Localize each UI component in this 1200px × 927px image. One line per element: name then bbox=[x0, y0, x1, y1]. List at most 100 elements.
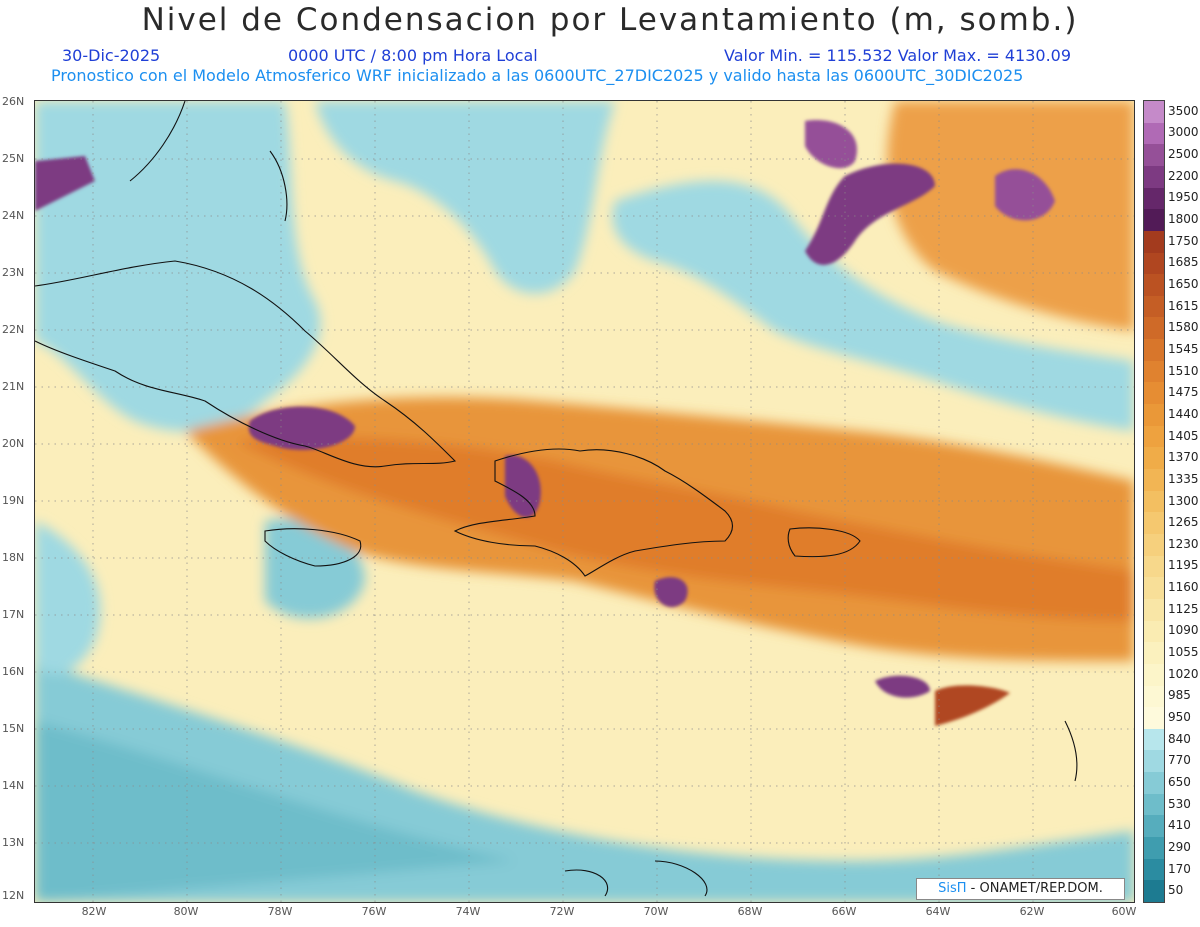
colorbar-segment bbox=[1144, 750, 1164, 773]
colorbar-label: 1195 bbox=[1168, 558, 1199, 573]
lat-label: 15N bbox=[2, 722, 25, 735]
lon-label: 70W bbox=[643, 905, 669, 918]
colorbar-segment bbox=[1144, 642, 1164, 665]
lon-label: 62W bbox=[1019, 905, 1045, 918]
colorbar-segment bbox=[1144, 209, 1164, 232]
lcl-field-map bbox=[35, 101, 1134, 902]
red-patch bbox=[935, 685, 1010, 726]
colorbar-segment bbox=[1144, 815, 1164, 838]
colorbar-label: 170 bbox=[1168, 861, 1191, 876]
colorbar-segment bbox=[1144, 425, 1164, 448]
colorbar-label: 530 bbox=[1168, 796, 1191, 811]
colorbar-segment bbox=[1144, 577, 1164, 600]
lon-label: 78W bbox=[267, 905, 293, 918]
colorbar-label: 1335 bbox=[1168, 471, 1199, 486]
colorbar-segment bbox=[1144, 772, 1164, 795]
southern-deep-moist bbox=[35, 721, 515, 902]
lat-label: 24N bbox=[2, 209, 25, 222]
lat-label: 22N bbox=[2, 323, 25, 336]
lat-label: 12N bbox=[2, 889, 25, 902]
purple-patch bbox=[248, 406, 355, 450]
colorbar-label: 1160 bbox=[1168, 580, 1199, 595]
colorbar-segment bbox=[1144, 555, 1164, 578]
western-moist-region bbox=[35, 101, 321, 432]
colorbar-segment bbox=[1144, 252, 1164, 275]
lat-label: 20N bbox=[2, 437, 25, 450]
florida-coast bbox=[129, 101, 186, 182]
colorbar-label: 1020 bbox=[1168, 666, 1199, 681]
colorbar-label: 3500 bbox=[1168, 103, 1199, 118]
colorbar-label: 1300 bbox=[1168, 493, 1199, 508]
colorbar-label: 1580 bbox=[1168, 320, 1199, 335]
coastlines bbox=[35, 101, 1078, 897]
bahamas-coast bbox=[269, 150, 288, 222]
colorbar-segment bbox=[1144, 490, 1164, 513]
colorbar-segment bbox=[1144, 317, 1164, 340]
purple-patch bbox=[805, 163, 935, 265]
colorbar-segment bbox=[1144, 404, 1164, 427]
colorbar-segment bbox=[1144, 663, 1164, 686]
purple-patch bbox=[35, 156, 95, 211]
lat-label: 17N bbox=[2, 608, 25, 621]
colorbar-label: 1055 bbox=[1168, 645, 1199, 660]
colorbar-segment bbox=[1144, 360, 1164, 383]
colorbar-segment bbox=[1144, 295, 1164, 318]
colorbar-label: 1950 bbox=[1168, 190, 1199, 205]
forecast-time: 0000 UTC / 8:00 pm Hora Local bbox=[288, 46, 538, 65]
colorbar-label: 1440 bbox=[1168, 406, 1199, 421]
lat-label: 26N bbox=[2, 95, 25, 108]
colorbar-segment bbox=[1144, 728, 1164, 751]
purple-patch bbox=[875, 675, 930, 698]
colorbar-segment bbox=[1144, 382, 1164, 405]
colorbar-segment bbox=[1144, 101, 1164, 124]
colorbar-label: 2200 bbox=[1168, 168, 1199, 183]
colorbar-label: 1370 bbox=[1168, 450, 1199, 465]
colorbar-segment bbox=[1144, 533, 1164, 557]
colorbar-segment bbox=[1144, 122, 1164, 145]
model-info-line: Pronostico con el Modelo Atmosferico WRF… bbox=[51, 66, 1024, 85]
lon-label: 80W bbox=[173, 905, 199, 918]
colorbar-segment bbox=[1144, 620, 1164, 643]
purple-patch bbox=[805, 120, 857, 169]
colorbar-segment bbox=[1144, 512, 1164, 535]
jamaica-coast bbox=[264, 528, 362, 567]
colorbar-label: 1510 bbox=[1168, 363, 1199, 378]
puerto-rico-coast bbox=[787, 527, 861, 558]
colorbar-segment bbox=[1144, 685, 1164, 708]
lat-label: 23N bbox=[2, 266, 25, 279]
orange-core bbox=[235, 437, 1134, 621]
map-panel bbox=[34, 100, 1135, 903]
colorbar-segment bbox=[1144, 165, 1164, 189]
hispaniola-coast bbox=[453, 448, 734, 577]
colorbar-label: 840 bbox=[1168, 731, 1191, 746]
purple-patch bbox=[995, 169, 1055, 221]
lon-label: 60W bbox=[1111, 905, 1137, 918]
colorbar-segment bbox=[1144, 858, 1164, 881]
lat-label: 18N bbox=[2, 551, 25, 564]
colorbar-segment bbox=[1144, 187, 1164, 210]
lon-label: 76W bbox=[361, 905, 387, 918]
colorbar-segment bbox=[1144, 598, 1164, 622]
colorbar-label: 1125 bbox=[1168, 601, 1199, 616]
south-america-coast bbox=[654, 860, 708, 897]
colorbar-label: 290 bbox=[1168, 839, 1191, 854]
colorbar-segment bbox=[1144, 274, 1164, 297]
colorbar-label: 1650 bbox=[1168, 277, 1199, 291]
colorbar-segment bbox=[1144, 230, 1164, 254]
colorbar-segment bbox=[1144, 837, 1164, 860]
colorbar-label: 650 bbox=[1168, 774, 1191, 789]
colorbar-label: 1800 bbox=[1168, 212, 1199, 227]
colorbar-label: 770 bbox=[1168, 753, 1191, 768]
lat-label: 16N bbox=[2, 665, 25, 678]
cuba-coast bbox=[35, 260, 457, 468]
colorbar-segment bbox=[1144, 469, 1164, 492]
atlantic-moist-band bbox=[612, 181, 1134, 431]
colorbar-label: 2500 bbox=[1168, 147, 1199, 162]
colorbar-label: 1405 bbox=[1168, 428, 1199, 443]
purple-patch bbox=[654, 577, 688, 608]
west-moist-patch bbox=[35, 521, 101, 675]
lat-label: 21N bbox=[2, 380, 25, 393]
lon-label: 82W bbox=[81, 905, 107, 918]
min-max-values: Valor Min. = 115.532 Valor Max. = 4130.0… bbox=[724, 46, 1072, 65]
colorbar-segment bbox=[1144, 339, 1164, 362]
